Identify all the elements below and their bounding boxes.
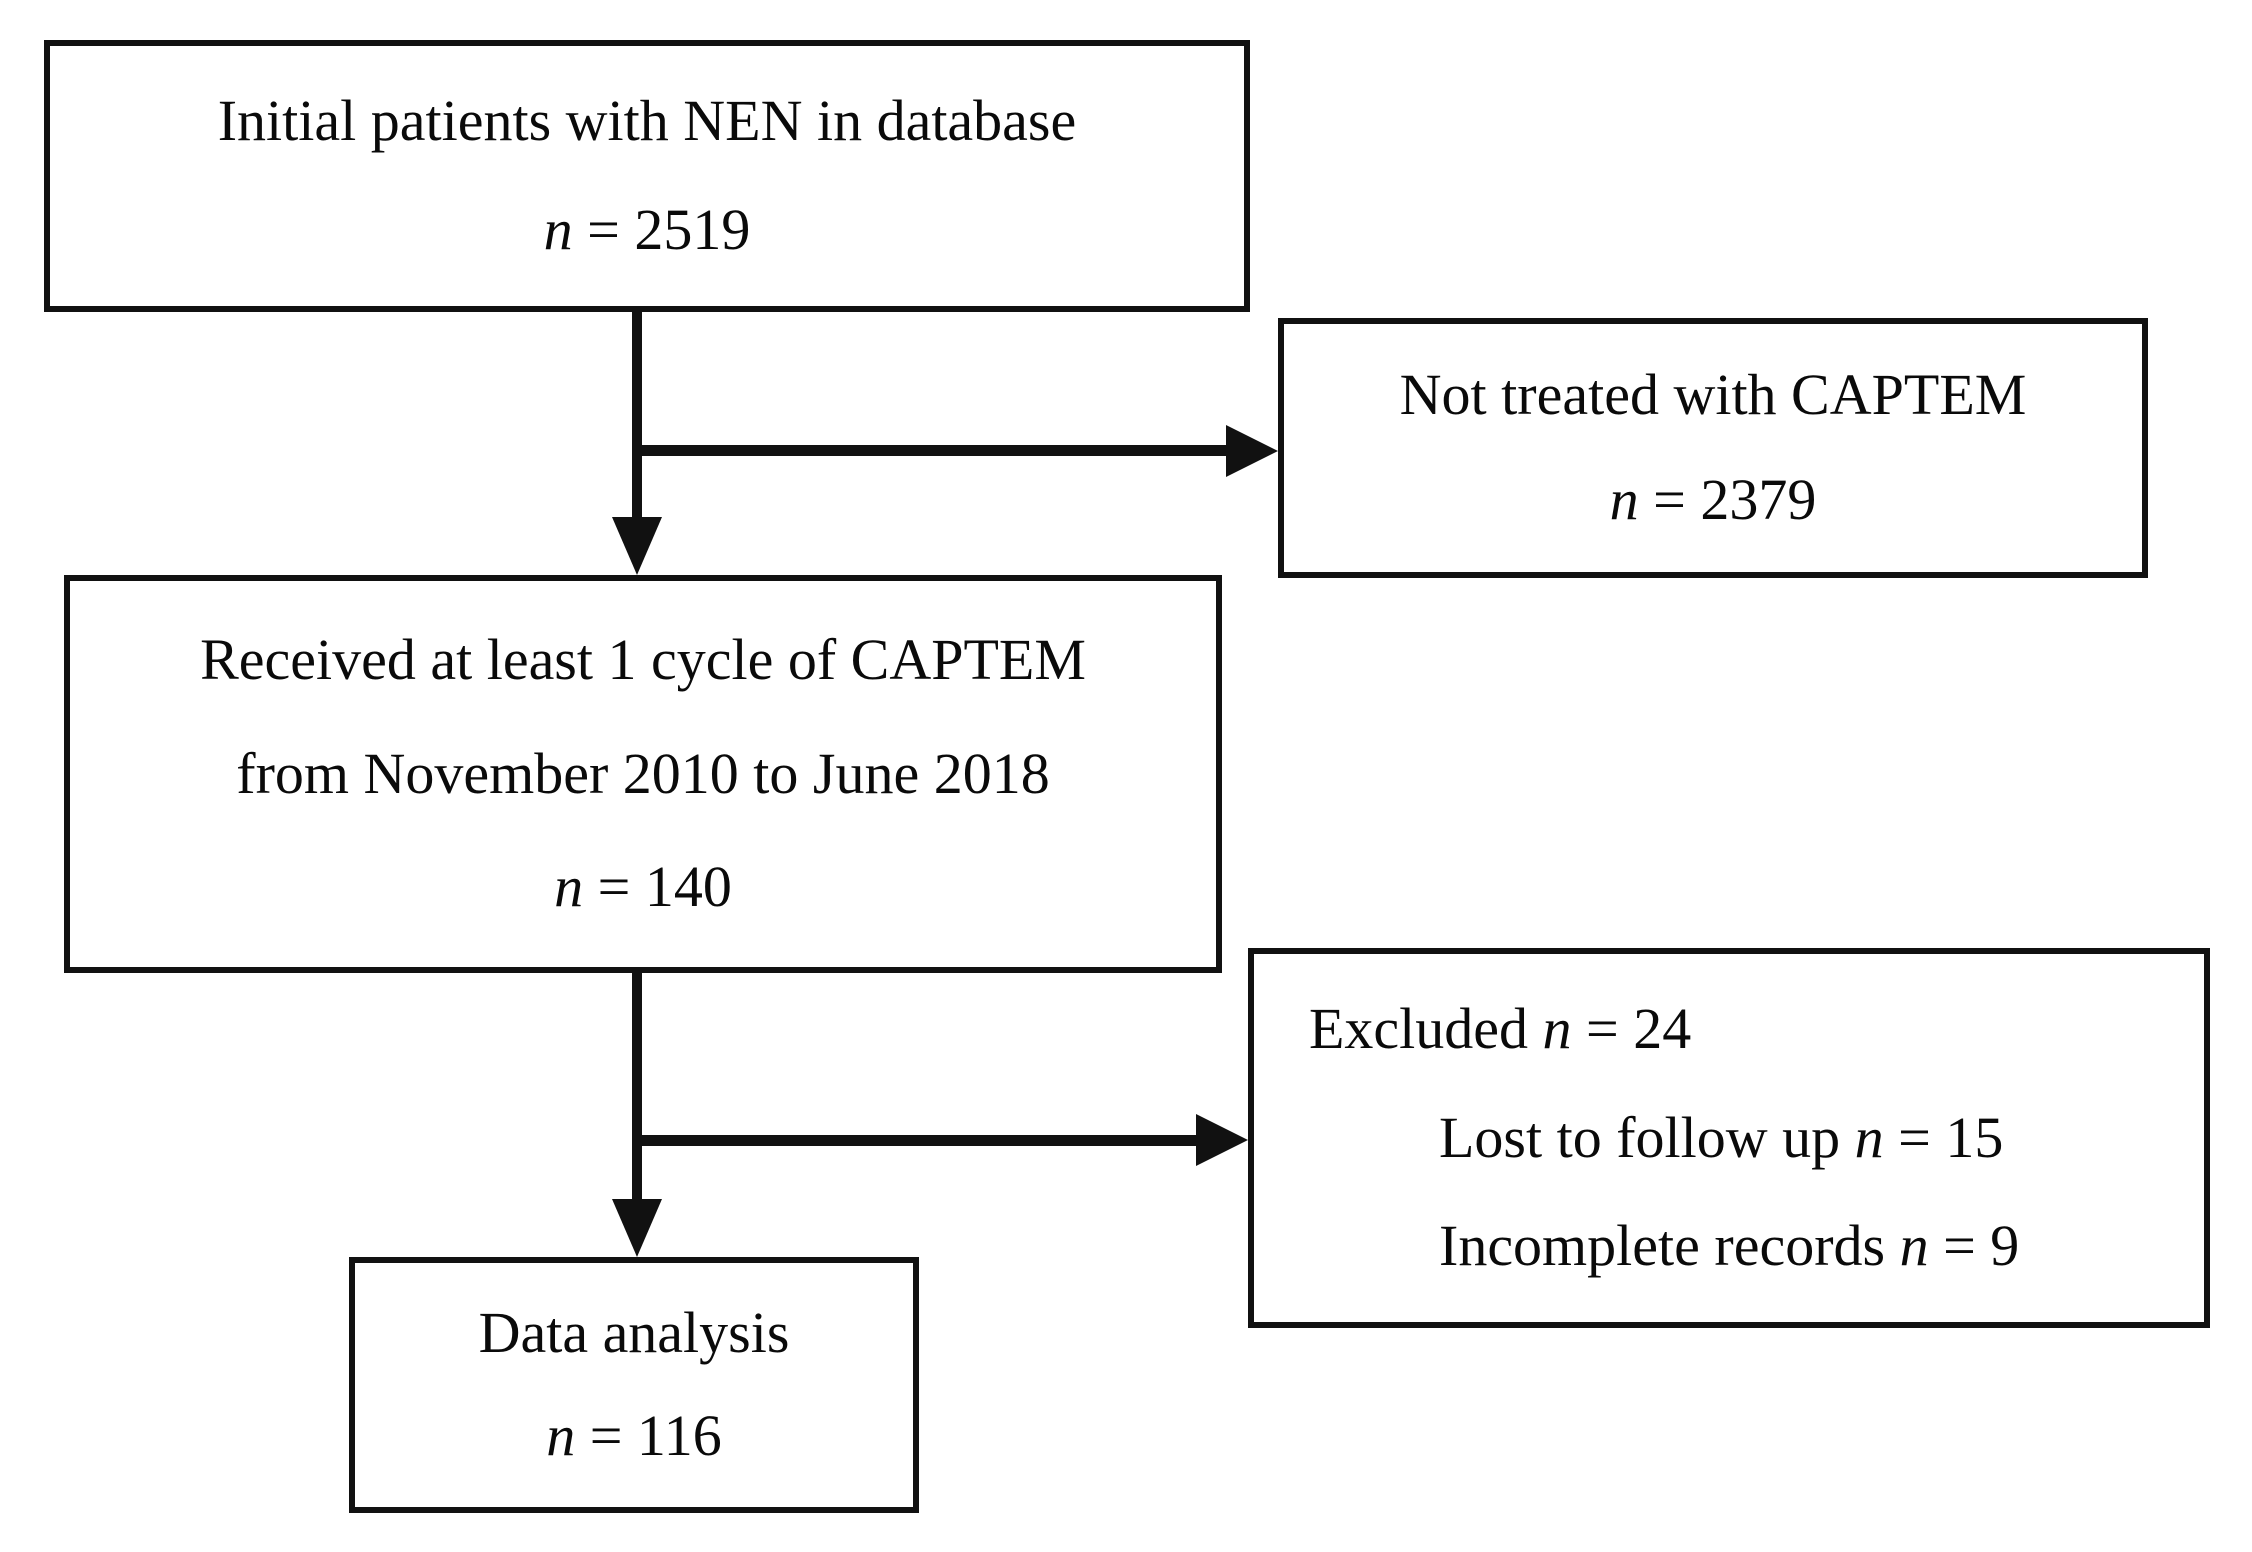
n-value: = 24: [1571, 995, 1692, 1061]
box-count-line: n = 2379: [1610, 467, 1817, 534]
n-value: = 2519: [572, 197, 751, 263]
arrowhead-down-to-received: [612, 517, 662, 575]
n-symbol: n: [554, 853, 584, 919]
n-symbol: n: [1854, 1104, 1884, 1170]
n-value: = 9: [1928, 1213, 2020, 1279]
arrowhead-right-to-excluded: [1196, 1114, 1248, 1166]
flow-box-excluded: Excluded n = 24 Lost to follow up n = 15…: [1248, 948, 2210, 1328]
n-symbol: n: [543, 197, 573, 263]
box-count-line: n = 116: [546, 1403, 722, 1470]
excluded-reason-line: Incomplete records n = 9: [1439, 1213, 2019, 1280]
box-title-line: Data analysis: [478, 1299, 790, 1365]
connector-vertical-bottom: [632, 971, 642, 1201]
n-value: = 2379: [1638, 467, 1817, 533]
connector-horizontal-not-treated: [632, 445, 1226, 456]
box-count-line: n = 2519: [544, 197, 751, 264]
excluded-summary-line: Excluded n = 24: [1309, 996, 1691, 1063]
flow-box-data-analysis: Data analysis n = 116: [349, 1257, 919, 1513]
box-title-line: Not treated with CAPTEM: [1399, 362, 2027, 428]
arrowhead-down-to-analysis: [612, 1199, 662, 1257]
reason-label: Lost to follow up: [1439, 1104, 1855, 1170]
connector-horizontal-excluded: [632, 1135, 1196, 1146]
excluded-label: Excluded: [1309, 995, 1543, 1061]
excluded-reason-line: Lost to follow up n = 15: [1439, 1105, 2003, 1172]
n-symbol: n: [1899, 1213, 1929, 1279]
n-value: = 15: [1883, 1104, 2004, 1170]
flow-box-received-captem: Received at least 1 cycle of CAPTEM from…: [64, 575, 1222, 973]
n-symbol: n: [1542, 995, 1572, 1061]
box-subtitle-line: from November 2010 to June 2018: [236, 740, 1050, 806]
flow-box-not-treated: Not treated with CAPTEM n = 2379: [1278, 318, 2148, 578]
flow-box-initial-patients: Initial patients with NEN in database n …: [44, 40, 1250, 312]
arrowhead-right-to-not-treated: [1226, 425, 1278, 477]
box-title-line: Initial patients with NEN in database: [217, 88, 1077, 154]
reason-label: Incomplete records: [1439, 1213, 1900, 1279]
n-symbol: n: [546, 1403, 576, 1469]
connector-vertical-top: [632, 312, 642, 519]
n-symbol: n: [1609, 467, 1639, 533]
box-title-line: Received at least 1 cycle of CAPTEM: [200, 627, 1086, 693]
box-count-line: n = 140: [554, 854, 732, 921]
n-value: = 140: [583, 853, 732, 919]
n-value: = 116: [575, 1403, 722, 1469]
